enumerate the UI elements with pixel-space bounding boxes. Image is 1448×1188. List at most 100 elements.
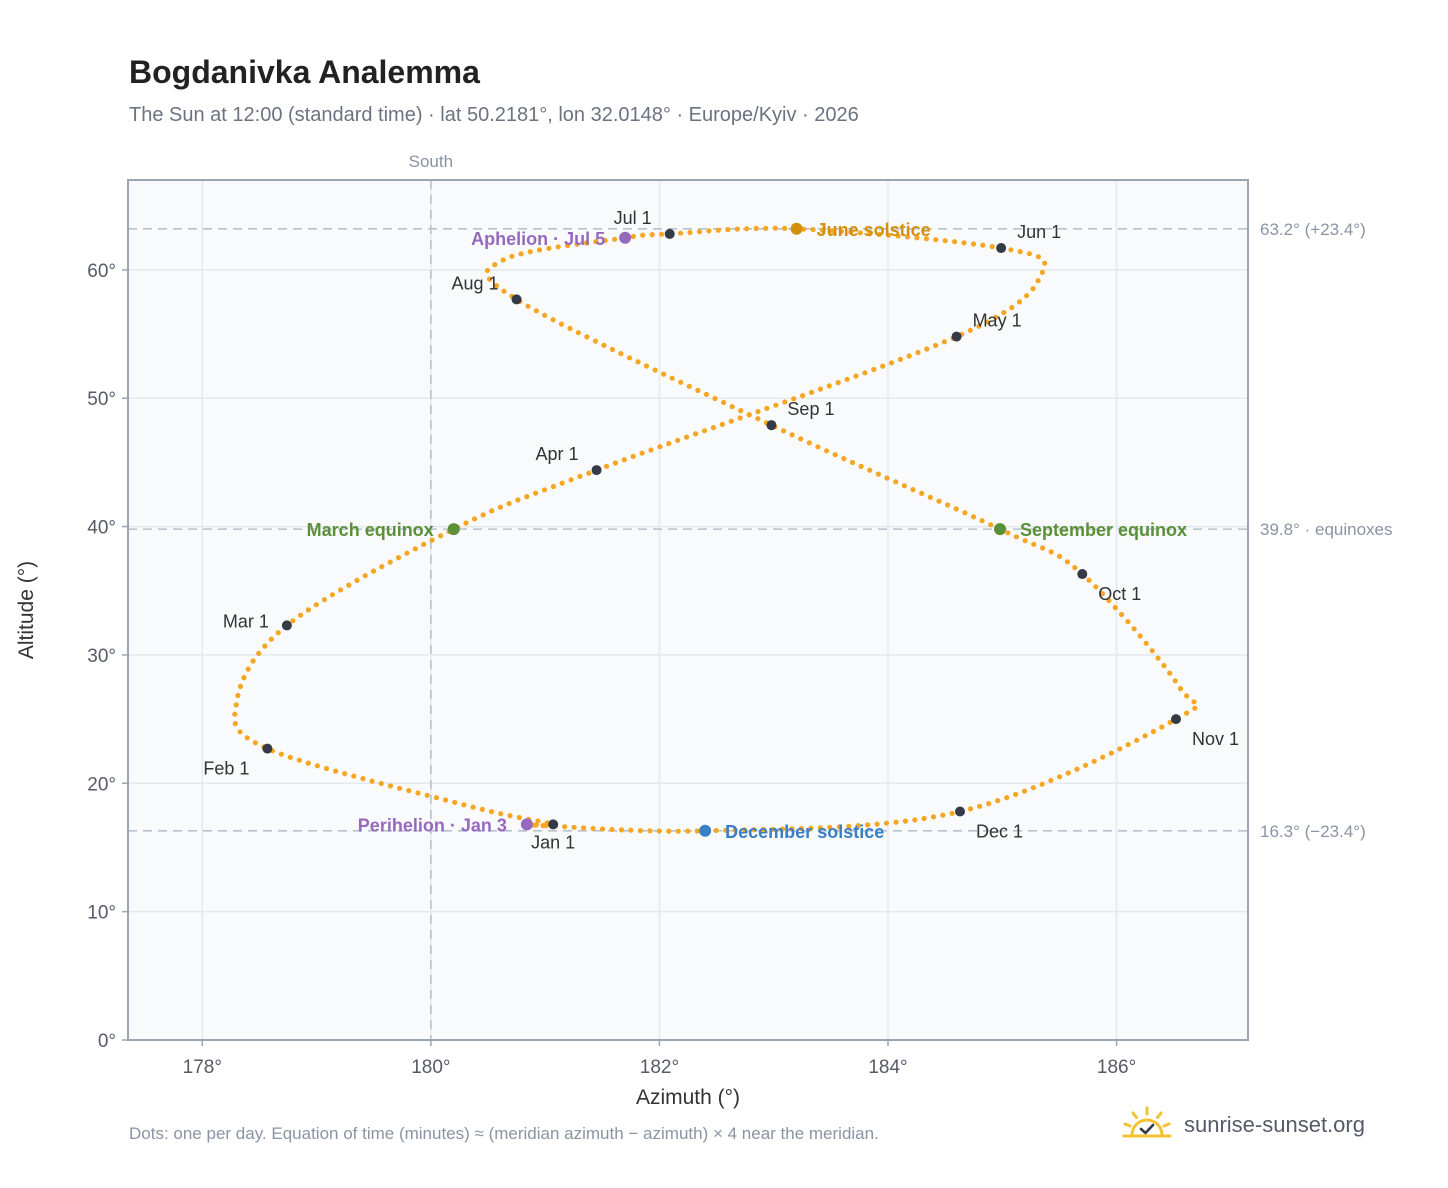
daily-sun-dot — [675, 828, 681, 834]
daily-sun-dot — [342, 771, 348, 777]
daily-sun-dot — [479, 806, 485, 813]
daily-sun-dot — [1131, 626, 1137, 632]
daily-sun-dot — [429, 537, 435, 543]
event-marker — [790, 222, 803, 235]
daily-sun-dot — [732, 827, 738, 833]
month-label: Jan 1 — [531, 832, 575, 852]
daily-sun-dot — [1022, 538, 1028, 544]
daily-sun-dot — [884, 475, 890, 481]
daily-sun-dot — [675, 437, 681, 443]
daily-sun-dot — [835, 380, 841, 386]
event-label: Aphelion · Jul 5 — [471, 229, 605, 249]
daily-sun-dot — [1172, 678, 1178, 684]
daily-sun-dot — [256, 650, 262, 657]
daily-sun-dot — [550, 483, 557, 490]
daily-sun-dot — [858, 463, 864, 469]
month-label: Oct 1 — [1098, 584, 1141, 604]
daily-sun-dot — [789, 432, 795, 438]
daily-sun-dot — [817, 386, 824, 392]
daily-sun-dot — [501, 288, 507, 294]
daily-sun-dot — [841, 456, 847, 462]
event-label: September equinox — [1020, 520, 1187, 540]
daily-sun-dot — [902, 818, 909, 824]
daily-sun-dot — [275, 630, 281, 636]
x-tick-label: 182° — [640, 1057, 679, 1078]
daily-sun-dot — [753, 225, 759, 231]
daily-sun-dot — [953, 506, 959, 512]
daily-sun-dot — [915, 349, 921, 356]
daily-sun-dot — [719, 421, 725, 427]
daily-sun-dot — [516, 814, 522, 821]
daily-sun-dot — [507, 813, 513, 819]
daily-sun-dot — [678, 230, 684, 236]
daily-sun-dot — [893, 819, 899, 825]
daily-sun-dot — [1039, 781, 1045, 787]
daily-sun-dot — [661, 371, 667, 377]
daily-sun-dot — [329, 592, 335, 598]
daily-sun-dot — [567, 325, 573, 331]
daily-sun-dot — [535, 818, 541, 824]
daily-sun-dot — [379, 564, 385, 570]
daily-sun-dot — [921, 815, 927, 822]
daily-sun-dot — [744, 226, 750, 232]
daily-sun-dot — [313, 602, 319, 608]
daily-sun-dot — [305, 760, 311, 766]
daily-sun-dot — [713, 827, 719, 834]
daily-sun-dot — [1008, 247, 1014, 253]
month-marker — [1077, 569, 1088, 580]
brand-logo[interactable]: sunrise-sunset.org — [1120, 1103, 1365, 1147]
daily-sun-dot — [693, 431, 699, 437]
daily-sun-dot — [763, 225, 769, 231]
event-label: Perihelion · Jan 3 — [358, 815, 507, 835]
daily-sun-dot — [798, 436, 804, 442]
daily-sun-dot — [1016, 299, 1023, 305]
daily-sun-dot — [321, 597, 327, 603]
daily-sun-dot — [471, 516, 478, 522]
daily-sun-dot — [461, 802, 467, 808]
daily-sun-dot — [648, 447, 654, 453]
daily-sun-dot — [603, 463, 610, 469]
daily-sun-dot — [867, 467, 873, 473]
daily-sun-dot — [559, 480, 565, 486]
daily-sun-dot — [893, 479, 899, 485]
daily-sun-dot — [1039, 269, 1045, 275]
daily-sun-dot — [848, 229, 854, 235]
event-marker — [520, 818, 533, 831]
daily-sun-dot — [855, 823, 861, 829]
daily-sun-dot — [827, 824, 833, 830]
daily-sun-dot — [387, 783, 394, 789]
daily-sun-dot — [895, 233, 901, 239]
daily-sun-dot — [601, 342, 607, 348]
daily-sun-dot — [846, 823, 852, 829]
daily-sun-dot — [387, 559, 393, 565]
daily-sun-dot — [518, 251, 524, 257]
daily-sun-dot — [500, 257, 506, 263]
daily-sun-dot — [832, 452, 838, 458]
daily-sun-dot — [1192, 705, 1198, 711]
daily-sun-dot — [577, 473, 583, 479]
daily-sun-dot — [687, 229, 693, 236]
daily-sun-dot — [1137, 633, 1143, 639]
daily-sun-dot — [568, 477, 574, 483]
daily-sun-dot — [836, 824, 842, 830]
daily-sun-dot — [287, 754, 293, 760]
daily-sun-dot — [438, 533, 444, 539]
daily-sun-dot — [1108, 750, 1114, 756]
daily-sun-dot — [993, 314, 999, 320]
daily-sun-dot — [904, 234, 911, 240]
daily-sun-dot — [782, 399, 788, 405]
daily-sun-dot — [701, 428, 708, 434]
daily-sun-dot — [817, 825, 824, 831]
daily-sun-dot — [498, 811, 504, 817]
daily-sun-dot — [979, 518, 985, 524]
event-label: December solstice — [725, 822, 884, 842]
daily-sun-dot — [1125, 619, 1131, 625]
daily-sun-dot — [695, 387, 701, 393]
month-label: May 1 — [973, 311, 1022, 331]
daily-sun-dot — [1013, 791, 1019, 798]
daily-sun-dot — [1072, 565, 1078, 571]
daily-sun-dot — [914, 235, 920, 241]
daily-sun-dot — [967, 327, 973, 333]
daily-sun-dot — [888, 360, 895, 366]
daily-sun-dot — [1001, 310, 1007, 316]
